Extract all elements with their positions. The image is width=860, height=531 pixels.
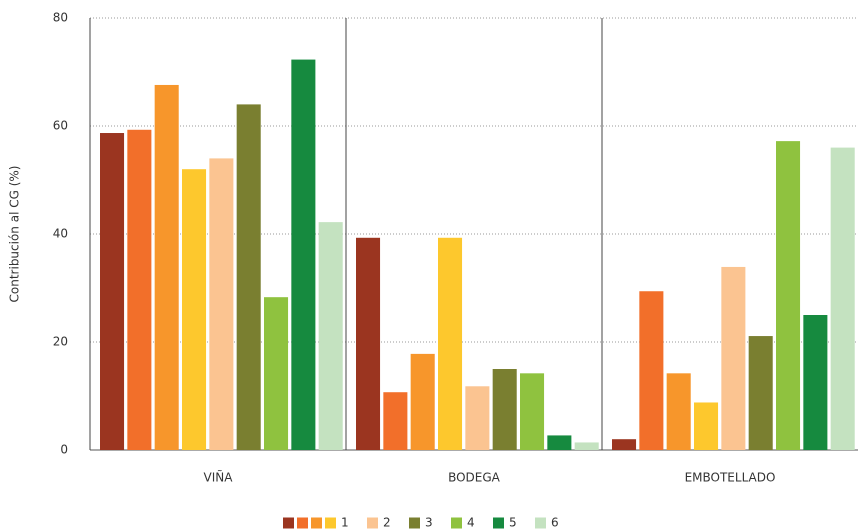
legend-label: 2 <box>383 516 391 530</box>
legend-swatch <box>451 517 462 529</box>
legend-swatch <box>297 517 308 529</box>
legend-swatch <box>367 517 378 529</box>
bar <box>803 315 828 450</box>
bar <box>666 373 691 450</box>
bar <box>236 104 261 451</box>
bar <box>154 84 179 451</box>
x-tick-label: VIÑA <box>204 470 234 485</box>
bar <box>291 59 316 450</box>
legend-label: 4 <box>467 516 475 530</box>
y-tick-label: 0 <box>60 443 68 457</box>
bar <box>438 237 463 450</box>
y-tick-label: 60 <box>53 119 68 133</box>
bar <box>410 353 435 450</box>
legend-label: 6 <box>551 516 559 530</box>
y-tick-label: 40 <box>53 227 68 241</box>
x-tick-label: BODEGA <box>448 471 501 485</box>
legend-swatch <box>409 517 420 529</box>
bar <box>356 237 381 450</box>
bar <box>264 297 289 450</box>
legend-swatch <box>325 517 336 529</box>
bar <box>721 266 746 450</box>
legend-label: 3 <box>425 516 433 530</box>
bar <box>520 373 545 450</box>
y-tick-label: 80 <box>53 11 68 25</box>
bar <box>639 291 664 450</box>
bar <box>492 369 517 450</box>
bar <box>465 386 490 450</box>
legend-swatch <box>283 517 294 529</box>
bar <box>694 402 719 450</box>
bar <box>547 435 572 450</box>
bar <box>318 222 343 450</box>
legend-label: 5 <box>509 516 517 530</box>
bar <box>383 392 408 450</box>
x-tick-label: EMBOTELLADO <box>685 471 776 485</box>
bar <box>100 133 125 450</box>
y-axis-label: Contribución al CG (%) <box>8 166 22 303</box>
bar <box>182 169 207 450</box>
bar <box>612 439 637 450</box>
legend-swatch <box>311 517 322 529</box>
bar <box>574 442 599 450</box>
y-tick-label: 20 <box>53 335 68 349</box>
legend-swatch <box>493 517 504 529</box>
legend-swatch <box>535 517 546 529</box>
bar <box>748 336 773 450</box>
bar <box>776 141 801 450</box>
legend-label: 1 <box>341 516 349 530</box>
bar <box>209 158 234 450</box>
bar <box>830 147 855 450</box>
bar <box>127 129 152 450</box>
